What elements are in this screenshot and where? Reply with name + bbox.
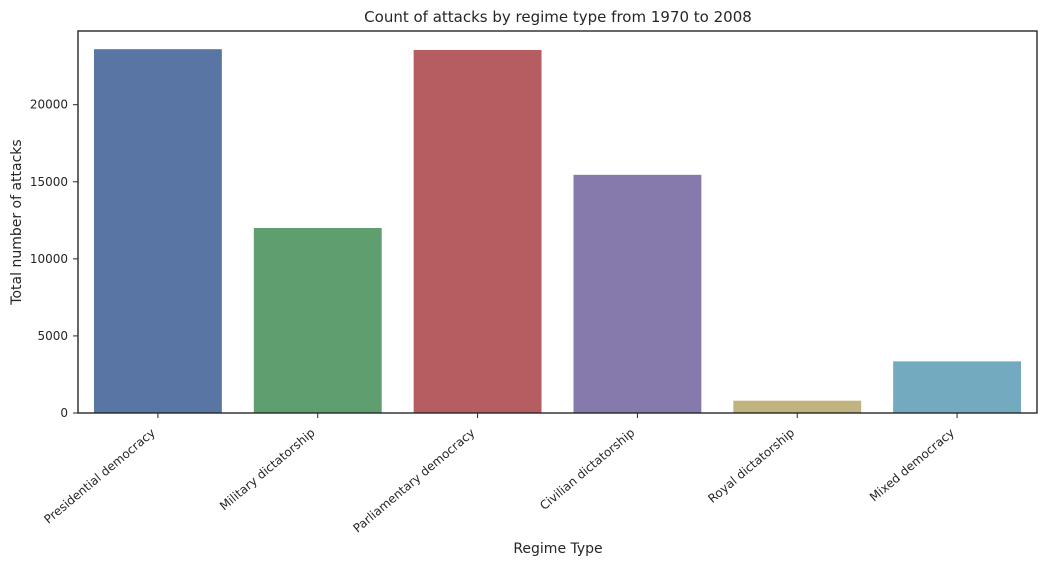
x-tick-label: Presidential democracy xyxy=(41,426,158,527)
y-tick-label: 20000 xyxy=(30,98,68,112)
bar-presidential-democracy xyxy=(93,49,222,413)
y-axis-ticks: 0 5000 10000 15000 20000 xyxy=(30,98,78,420)
y-tick-label: 15000 xyxy=(30,175,68,189)
y-axis-label: Total number of attacks xyxy=(9,139,25,305)
bar-civilian-dictatorship xyxy=(573,174,702,413)
x-axis-label: Regime Type xyxy=(513,541,602,557)
plot-frame xyxy=(77,30,1038,414)
y-tick-label: 10000 xyxy=(30,252,68,266)
x-tick-label: Civilian dictatorship xyxy=(537,426,637,513)
bar-mixed-democracy xyxy=(893,361,1022,413)
x-tick-label: Mixed democracy xyxy=(867,426,957,505)
chart-title: Count of attacks by regime type from 197… xyxy=(364,8,752,26)
y-tick-label: 0 xyxy=(60,406,68,420)
bar-parliamentary-democracy xyxy=(413,49,542,414)
y-tick-label: 5000 xyxy=(37,329,68,343)
x-axis-ticks: Presidential democracy Military dictators… xyxy=(41,413,958,536)
x-tick-label: Parliamentary democracy xyxy=(350,426,477,536)
bar-royal-dictatorship xyxy=(733,400,862,413)
x-tick-label: Military dictatorship xyxy=(217,426,318,514)
bar-military-dictatorship xyxy=(253,228,382,413)
bars-group xyxy=(93,49,1022,414)
x-tick-label: Royal dictatorship xyxy=(705,426,797,506)
